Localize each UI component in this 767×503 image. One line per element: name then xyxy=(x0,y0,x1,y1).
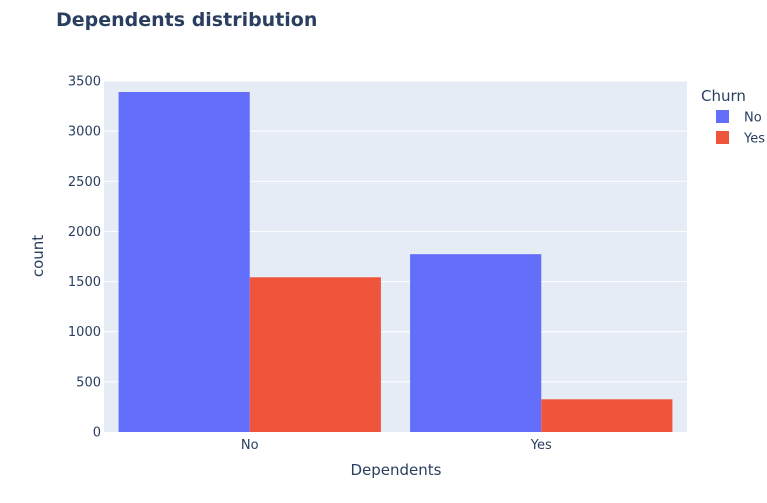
y-tick-label: 2500 xyxy=(68,175,101,190)
x-tick-label: Yes xyxy=(530,438,552,453)
y-tick-label: 0 xyxy=(93,426,101,441)
y-tick-labels: 0 500 1000 1500 2000 2500 3000 3500 xyxy=(68,75,101,441)
y-tick-label: 3500 xyxy=(68,75,101,90)
legend-swatch-yes[interactable] xyxy=(716,131,729,144)
legend-title: Churn xyxy=(701,87,746,105)
legend[interactable]: Churn No Yes xyxy=(701,87,765,147)
y-tick-label: 3000 xyxy=(68,125,101,140)
legend-label-yes[interactable]: Yes xyxy=(743,132,765,147)
legend-label-no[interactable]: No xyxy=(744,111,762,126)
y-tick-label: 2000 xyxy=(68,225,101,240)
x-axis-title: Dependents xyxy=(351,461,442,479)
y-tick-label: 1500 xyxy=(68,275,101,290)
bar-yes-churn-yes[interactable] xyxy=(541,399,673,432)
bar-no-churn-yes[interactable] xyxy=(249,277,381,432)
bar-yes-churn-no[interactable] xyxy=(410,254,542,432)
y-tick-label: 500 xyxy=(76,375,101,390)
chart-title: Dependents distribution xyxy=(56,9,317,31)
bars xyxy=(118,92,673,432)
legend-swatch-no[interactable] xyxy=(716,110,729,123)
x-tick-label: No xyxy=(241,438,259,453)
y-axis-title: count xyxy=(29,235,47,277)
y-tick-label: 1000 xyxy=(68,325,101,340)
bar-no-churn-no[interactable] xyxy=(118,92,250,432)
x-tick-labels: No Yes xyxy=(241,438,552,453)
